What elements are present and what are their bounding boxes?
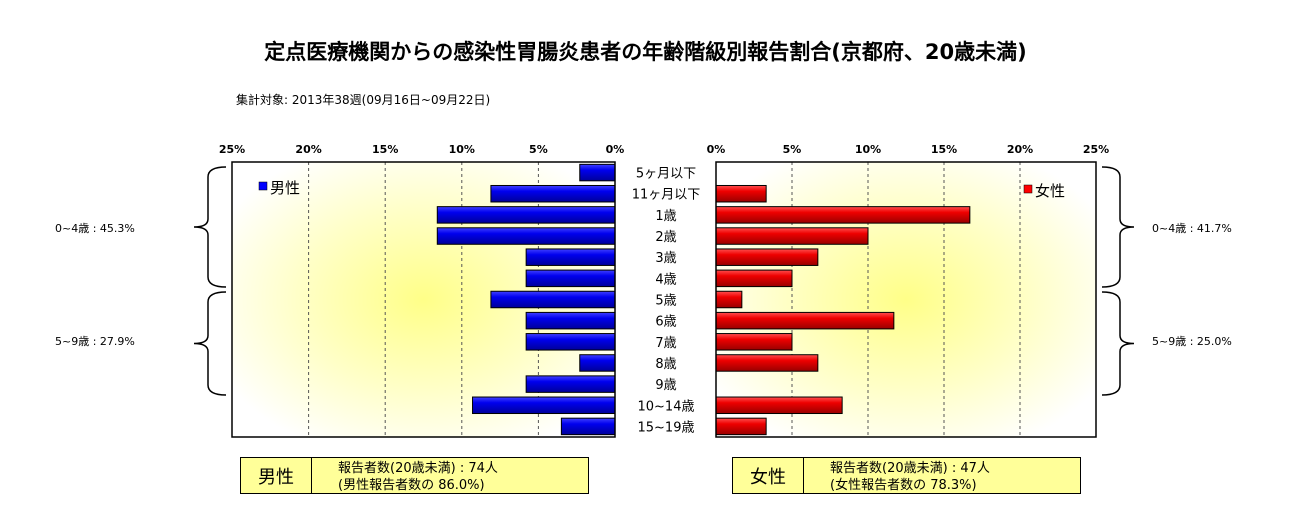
- category-label: 11ヶ月以下: [632, 188, 701, 203]
- left-bracket-label-0-4: 0~4歳 : 45.3%: [55, 222, 135, 235]
- female-bar: [715, 396, 843, 415]
- female-bar: [715, 206, 971, 224]
- female-bar: [715, 184, 767, 203]
- male-bar: [579, 163, 616, 182]
- female-summary-box: 女性 報告者数(20歳未満) : 47人 (女性報告者数の 78.3%): [732, 457, 1081, 494]
- category-label: 7歳: [655, 336, 676, 351]
- female-plot-area: [716, 162, 1096, 437]
- category-label: 8歳: [655, 357, 676, 372]
- male-tick-label: 25%: [219, 143, 245, 156]
- male-summary-box: 男性 報告者数(20歳未満) : 74人 (男性報告者数の 86.0%): [240, 457, 589, 494]
- female-legend-swatch: [1023, 184, 1033, 194]
- male-tick-label: 0%: [606, 143, 625, 156]
- female-tick-label: 20%: [1007, 143, 1033, 156]
- male-bar: [490, 290, 616, 309]
- male-tick-label: 20%: [295, 143, 321, 156]
- female-bar: [715, 248, 819, 266]
- female-tick-label: 5%: [783, 143, 802, 156]
- right-bracket-5-9: [1101, 291, 1135, 396]
- category-label: 4歳: [655, 272, 676, 287]
- female-bar: [715, 227, 869, 245]
- male-bar: [490, 184, 616, 203]
- category-label: 5歳: [655, 294, 676, 309]
- chart-subtitle: 集計対象: 2013年38週(09月16日~09月22日): [236, 93, 491, 107]
- category-label: 10~14歳: [638, 399, 695, 414]
- chart-title: 定点医療機関からの感染性胃腸炎患者の年齢階級別報告割合(京都府、20歳未満): [264, 40, 1027, 64]
- female-tick-label: 0%: [707, 143, 726, 156]
- male-bar: [560, 417, 616, 436]
- male-bar: [525, 375, 616, 393]
- female-summary-count: 報告者数(20歳未満) : 47人: [830, 461, 990, 476]
- male-bar: [525, 311, 616, 330]
- female-bar: [715, 269, 793, 288]
- right-bracket-0-4: [1101, 166, 1135, 288]
- category-label: 3歳: [655, 251, 676, 266]
- female-bar: [715, 290, 743, 309]
- female-bar: [715, 417, 767, 436]
- category-label: 6歳: [655, 315, 676, 330]
- left-bracket-5-9: [193, 291, 227, 396]
- female-tick-label: 10%: [855, 143, 881, 156]
- female-bar: [715, 333, 793, 351]
- male-bar: [525, 248, 616, 266]
- male-bar: [525, 269, 616, 288]
- female-summary-percent: (女性報告者数の 78.3%): [830, 478, 977, 493]
- female-summary-label: 女性: [733, 458, 804, 493]
- right-bracket-label-0-4: 0~4歳 : 41.7%: [1152, 222, 1232, 235]
- left-bracket-label-5-9: 5~9歳 : 27.9%: [55, 335, 135, 348]
- male-bar: [472, 396, 616, 415]
- male-bar: [436, 227, 616, 245]
- female-legend-label: 女性: [1035, 182, 1065, 200]
- right-bracket-label-5-9: 5~9歳 : 25.0%: [1152, 335, 1232, 348]
- male-legend-swatch: [258, 181, 268, 191]
- category-label: 9歳: [655, 378, 676, 393]
- male-tick-label: 5%: [529, 143, 548, 156]
- female-bar: [715, 311, 895, 330]
- left-bracket-0-4: [193, 166, 227, 288]
- female-tick-label: 25%: [1083, 143, 1109, 156]
- male-summary-label: 男性: [241, 458, 312, 493]
- category-label: 2歳: [655, 230, 676, 245]
- category-label: 15~19歳: [638, 420, 695, 435]
- female-tick-label: 15%: [931, 143, 957, 156]
- male-summary-percent: (男性報告者数の 86.0%): [338, 478, 485, 493]
- category-label: 5ヶ月以下: [636, 167, 696, 182]
- female-bar: [715, 354, 819, 372]
- male-bar: [436, 206, 616, 224]
- male-tick-label: 15%: [372, 143, 398, 156]
- male-plot-frame: [231, 161, 616, 438]
- female-plot-frame: [715, 161, 1097, 438]
- male-legend-label: 男性: [270, 179, 300, 197]
- male-summary-count: 報告者数(20歳未満) : 74人: [338, 461, 498, 476]
- male-tick-label: 10%: [449, 143, 475, 156]
- male-bar: [579, 354, 616, 372]
- category-label: 1歳: [655, 209, 676, 224]
- male-bar: [525, 333, 616, 351]
